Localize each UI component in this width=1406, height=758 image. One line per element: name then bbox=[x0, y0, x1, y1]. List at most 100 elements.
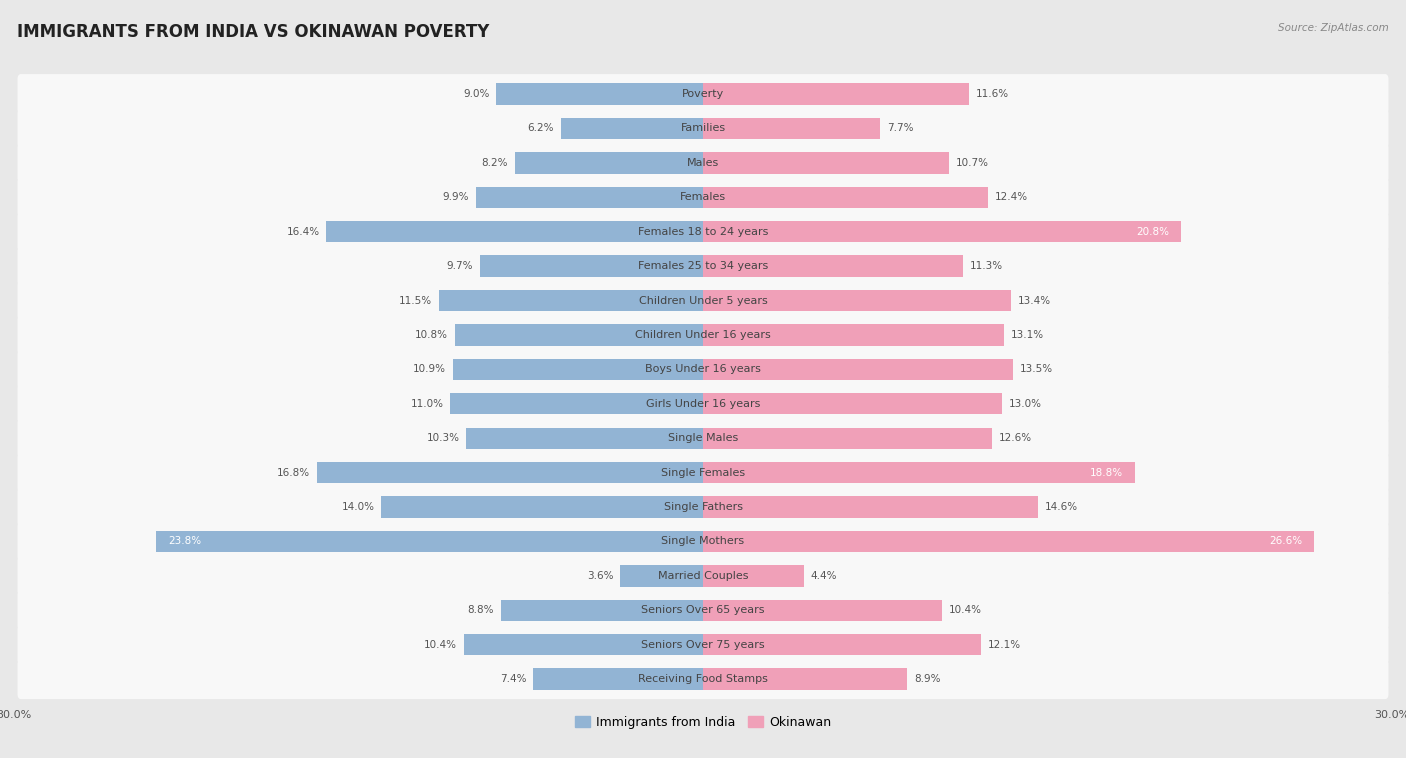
Text: 12.4%: 12.4% bbox=[994, 193, 1028, 202]
FancyBboxPatch shape bbox=[17, 487, 1389, 527]
Bar bbox=[703, 186, 988, 208]
FancyBboxPatch shape bbox=[17, 177, 1389, 218]
Text: 8.2%: 8.2% bbox=[481, 158, 508, 168]
Bar bbox=[703, 393, 1001, 415]
Text: 13.0%: 13.0% bbox=[1008, 399, 1042, 409]
Text: Seniors Over 65 years: Seniors Over 65 years bbox=[641, 606, 765, 615]
Text: Males: Males bbox=[688, 158, 718, 168]
Text: 14.0%: 14.0% bbox=[342, 502, 374, 512]
Text: 20.8%: 20.8% bbox=[1136, 227, 1170, 236]
Text: 11.3%: 11.3% bbox=[969, 261, 1002, 271]
Bar bbox=[439, 290, 703, 312]
Text: 3.6%: 3.6% bbox=[586, 571, 613, 581]
Bar bbox=[620, 565, 703, 587]
Bar bbox=[456, 324, 703, 346]
FancyBboxPatch shape bbox=[17, 659, 1389, 699]
Text: Females 25 to 34 years: Females 25 to 34 years bbox=[638, 261, 768, 271]
Text: 7.4%: 7.4% bbox=[499, 674, 526, 684]
Bar bbox=[464, 634, 703, 656]
Text: 16.4%: 16.4% bbox=[287, 227, 319, 236]
FancyBboxPatch shape bbox=[17, 349, 1389, 390]
Bar bbox=[453, 359, 703, 380]
Bar bbox=[318, 462, 703, 484]
Text: Single Mothers: Single Mothers bbox=[661, 537, 745, 547]
Text: 10.9%: 10.9% bbox=[413, 365, 446, 374]
Text: IMMIGRANTS FROM INDIA VS OKINAWAN POVERTY: IMMIGRANTS FROM INDIA VS OKINAWAN POVERT… bbox=[17, 23, 489, 41]
Bar bbox=[496, 83, 703, 105]
Bar bbox=[703, 600, 942, 621]
Legend: Immigrants from India, Okinawan: Immigrants from India, Okinawan bbox=[569, 711, 837, 734]
Text: 11.5%: 11.5% bbox=[399, 296, 432, 305]
Text: 8.8%: 8.8% bbox=[468, 606, 494, 615]
Bar bbox=[450, 393, 703, 415]
Text: 10.8%: 10.8% bbox=[415, 330, 449, 340]
Bar bbox=[703, 255, 963, 277]
Text: 14.6%: 14.6% bbox=[1045, 502, 1078, 512]
Bar bbox=[703, 496, 1038, 518]
Bar bbox=[703, 634, 981, 656]
Bar bbox=[703, 428, 993, 449]
FancyBboxPatch shape bbox=[17, 246, 1389, 286]
Text: Females 18 to 24 years: Females 18 to 24 years bbox=[638, 227, 768, 236]
Text: Single Fathers: Single Fathers bbox=[664, 502, 742, 512]
FancyBboxPatch shape bbox=[17, 74, 1389, 114]
Text: 13.1%: 13.1% bbox=[1011, 330, 1043, 340]
Text: 10.4%: 10.4% bbox=[425, 640, 457, 650]
Bar bbox=[703, 221, 1181, 243]
Bar bbox=[515, 152, 703, 174]
Bar bbox=[533, 669, 703, 690]
Bar bbox=[501, 600, 703, 621]
Text: Boys Under 16 years: Boys Under 16 years bbox=[645, 365, 761, 374]
Text: 8.9%: 8.9% bbox=[914, 674, 941, 684]
Text: 10.4%: 10.4% bbox=[949, 606, 981, 615]
Text: 4.4%: 4.4% bbox=[811, 571, 838, 581]
Text: Married Couples: Married Couples bbox=[658, 571, 748, 581]
Text: Single Males: Single Males bbox=[668, 434, 738, 443]
Text: 26.6%: 26.6% bbox=[1270, 537, 1302, 547]
Text: 10.3%: 10.3% bbox=[426, 434, 460, 443]
Bar bbox=[703, 117, 880, 139]
Text: 13.5%: 13.5% bbox=[1019, 365, 1053, 374]
Bar bbox=[703, 462, 1135, 484]
Bar bbox=[467, 428, 703, 449]
FancyBboxPatch shape bbox=[17, 211, 1389, 252]
Bar bbox=[703, 290, 1011, 312]
Text: 6.2%: 6.2% bbox=[527, 124, 554, 133]
Bar bbox=[381, 496, 703, 518]
Text: 9.9%: 9.9% bbox=[443, 193, 468, 202]
Text: 10.7%: 10.7% bbox=[956, 158, 988, 168]
Text: Receiving Food Stamps: Receiving Food Stamps bbox=[638, 674, 768, 684]
Bar bbox=[475, 186, 703, 208]
FancyBboxPatch shape bbox=[17, 315, 1389, 355]
Text: Single Females: Single Females bbox=[661, 468, 745, 478]
FancyBboxPatch shape bbox=[17, 590, 1389, 630]
Bar bbox=[703, 359, 1012, 380]
Text: Source: ZipAtlas.com: Source: ZipAtlas.com bbox=[1278, 23, 1389, 33]
Bar bbox=[156, 531, 703, 552]
Text: 18.8%: 18.8% bbox=[1090, 468, 1123, 478]
FancyBboxPatch shape bbox=[17, 280, 1389, 321]
Text: 11.0%: 11.0% bbox=[411, 399, 443, 409]
Bar bbox=[703, 83, 969, 105]
FancyBboxPatch shape bbox=[17, 108, 1389, 149]
FancyBboxPatch shape bbox=[17, 453, 1389, 493]
Text: 16.8%: 16.8% bbox=[277, 468, 311, 478]
Text: 12.1%: 12.1% bbox=[988, 640, 1021, 650]
Text: Children Under 16 years: Children Under 16 years bbox=[636, 330, 770, 340]
Bar bbox=[703, 152, 949, 174]
FancyBboxPatch shape bbox=[17, 625, 1389, 665]
FancyBboxPatch shape bbox=[17, 143, 1389, 183]
Text: Females: Females bbox=[681, 193, 725, 202]
Text: Poverty: Poverty bbox=[682, 89, 724, 99]
FancyBboxPatch shape bbox=[17, 522, 1389, 562]
FancyBboxPatch shape bbox=[17, 384, 1389, 424]
Bar bbox=[561, 117, 703, 139]
Bar bbox=[703, 669, 907, 690]
Text: 9.0%: 9.0% bbox=[463, 89, 489, 99]
Bar bbox=[703, 565, 804, 587]
Text: 23.8%: 23.8% bbox=[167, 537, 201, 547]
Text: Seniors Over 75 years: Seniors Over 75 years bbox=[641, 640, 765, 650]
Bar bbox=[703, 324, 1004, 346]
Text: 9.7%: 9.7% bbox=[447, 261, 474, 271]
Bar bbox=[703, 531, 1313, 552]
